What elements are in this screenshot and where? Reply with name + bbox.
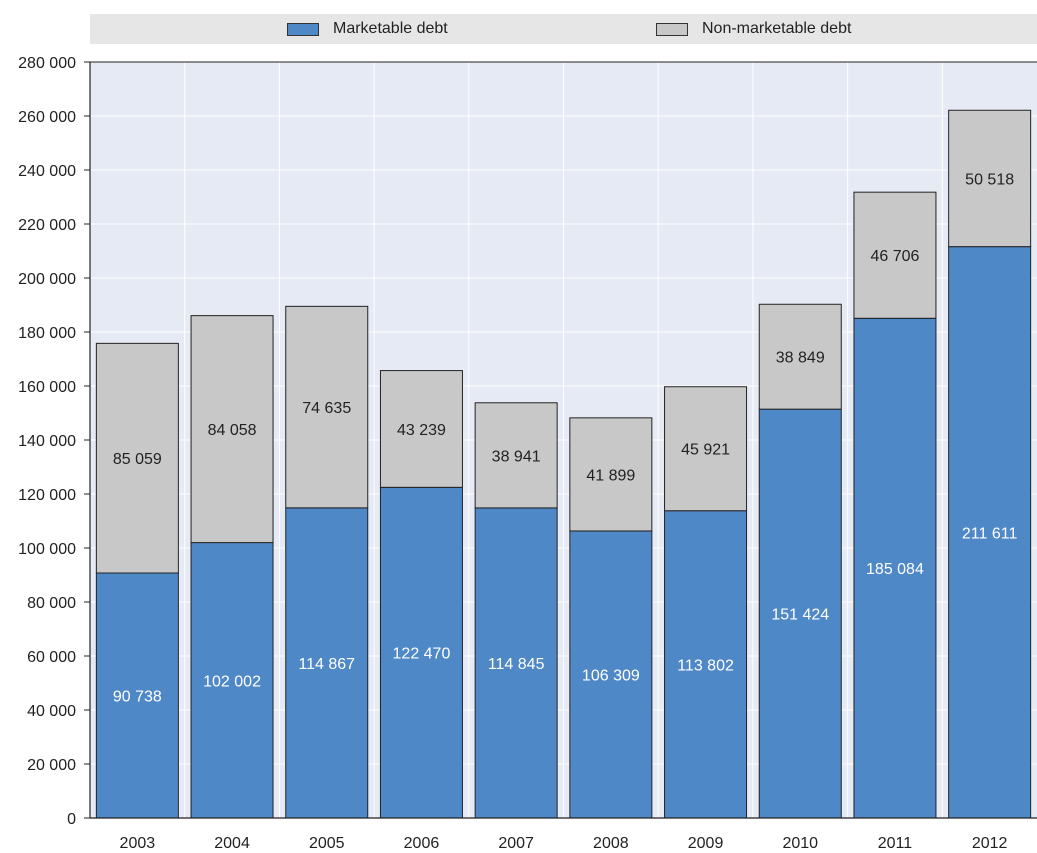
data-label-marketable-debt: 122 470 (393, 646, 451, 663)
data-label-marketable-debt: 114 845 (488, 656, 545, 673)
x-tick-label: 2012 (972, 835, 1008, 852)
bar-non-marketable-debt (190, 315, 274, 544)
bar-marketable-debt (853, 317, 937, 819)
x-tick-label: 2006 (404, 835, 440, 852)
data-label-non-marketable-debt: 85 059 (113, 451, 162, 468)
data-label-non-marketable-debt: 74 635 (302, 400, 351, 417)
bar-non-marketable-debt (948, 109, 1032, 248)
y-tick-label: 120 000 (18, 487, 76, 504)
data-label-marketable-debt: 114 867 (298, 656, 355, 673)
bar-non-marketable-debt (379, 370, 463, 488)
legend-label-marketable-debt: Marketable debt (333, 20, 448, 37)
y-tick-label: 240 000 (18, 163, 76, 180)
x-tick-label: 2009 (688, 835, 724, 852)
x-tick-label: 2005 (309, 835, 345, 852)
legend-item-marketable-debt: Marketable debt (287, 14, 448, 44)
bar-marketable-debt (474, 507, 558, 819)
bar-non-marketable-debt (285, 305, 369, 509)
y-tick-label: 200 000 (18, 271, 76, 288)
legend-swatch-non-marketable-debt (656, 22, 688, 36)
bar-non-marketable-debt (95, 342, 179, 574)
data-label-marketable-debt: 151 424 (771, 607, 829, 624)
data-label-non-marketable-debt: 38 849 (776, 350, 825, 367)
y-tick-label: 260 000 (18, 109, 76, 126)
bar-non-marketable-debt (569, 417, 653, 532)
data-label-marketable-debt: 211 611 (962, 525, 1018, 542)
data-label-marketable-debt: 90 738 (113, 689, 162, 706)
data-label-non-marketable-debt: 41 899 (586, 467, 635, 484)
data-label-non-marketable-debt: 38 941 (492, 448, 541, 465)
bar-non-marketable-debt (474, 402, 558, 509)
x-tick-label: 2007 (498, 835, 534, 852)
bar-marketable-debt (95, 572, 179, 819)
x-tick-label: 2008 (593, 835, 629, 852)
x-tick-label: 2011 (878, 835, 913, 852)
data-label-marketable-debt: 106 309 (582, 667, 640, 684)
bar-non-marketable-debt (758, 303, 842, 410)
data-label-non-marketable-debt: 50 518 (965, 171, 1014, 188)
y-tick-label: 20 000 (27, 757, 76, 774)
data-label-non-marketable-debt: 46 706 (870, 248, 919, 265)
bar-non-marketable-debt (853, 191, 937, 319)
bar-marketable-debt (948, 246, 1032, 819)
y-tick-label: 80 000 (27, 595, 76, 612)
data-label-marketable-debt: 102 002 (203, 673, 261, 690)
data-label-non-marketable-debt: 43 239 (397, 422, 446, 439)
legend-label-non-marketable-debt: Non-marketable debt (702, 20, 852, 37)
bar-marketable-debt (569, 530, 653, 819)
y-tick-label: 60 000 (27, 649, 76, 666)
legend-swatch-marketable-debt (287, 22, 319, 36)
legend-item-non-marketable-debt: Non-marketable debt (656, 14, 851, 44)
bar-marketable-debt (190, 542, 274, 819)
y-tick-label: 220 000 (18, 217, 76, 234)
y-tick-label: 100 000 (18, 541, 76, 558)
y-tick-label: 160 000 (18, 379, 76, 396)
x-tick-label: 2003 (120, 835, 156, 852)
y-tick-label: 40 000 (27, 703, 76, 720)
data-label-marketable-debt: 185 084 (866, 561, 924, 578)
y-tick-label: 180 000 (18, 325, 76, 342)
bar-marketable-debt (758, 408, 842, 819)
data-label-non-marketable-debt: 84 058 (208, 422, 257, 439)
y-tick-label: 280 000 (18, 55, 76, 72)
y-tick-label: 140 000 (18, 433, 76, 450)
data-label-non-marketable-debt: 45 921 (681, 442, 730, 459)
x-tick-label: 2010 (782, 835, 818, 852)
data-label-marketable-debt: 113 802 (677, 657, 734, 674)
y-tick-label: 0 (67, 811, 76, 828)
legend: Marketable debt Non-marketable debt (90, 14, 1037, 44)
x-tick-label: 2004 (214, 835, 250, 852)
bar-non-marketable-debt (664, 386, 748, 512)
